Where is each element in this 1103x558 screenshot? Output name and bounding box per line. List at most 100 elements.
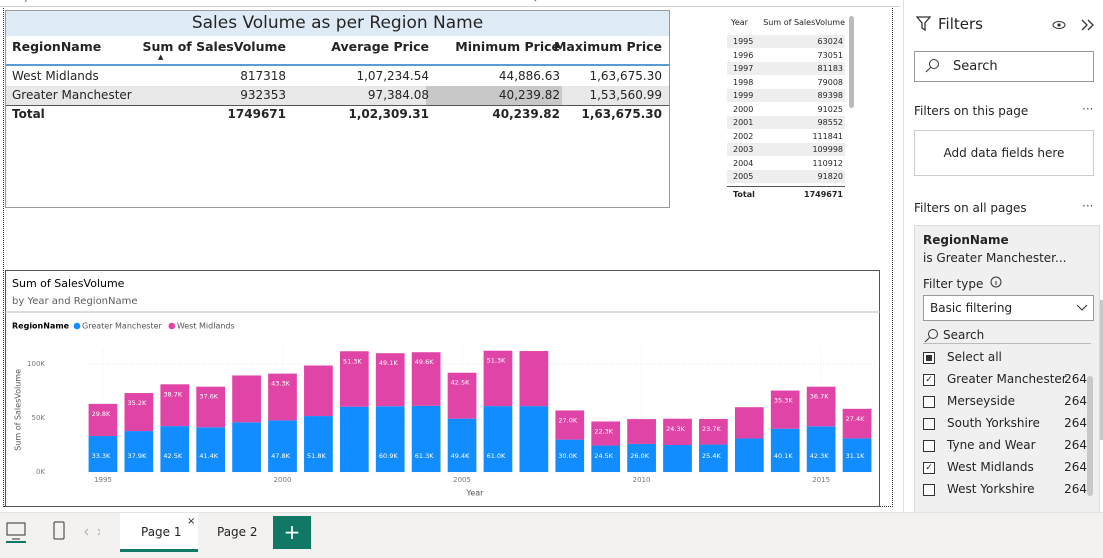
bar-segment[interactable] — [519, 351, 549, 407]
y-axis-title: Sum of SalesVolume — [14, 369, 23, 451]
select-all[interactable]: Select all — [947, 350, 1002, 364]
close-icon[interactable]: × — [187, 516, 196, 527]
select-all-box[interactable] — [923, 352, 935, 364]
page-tab[interactable]: Page 2 — [200, 513, 278, 549]
bar-segment[interactable] — [734, 407, 764, 439]
dropdown[interactable]: Basic filtering — [923, 295, 1094, 321]
bar-segment[interactable] — [411, 405, 441, 472]
bar-segment[interactable] — [699, 418, 728, 445]
drop-zone[interactable]: Add data fields here — [914, 130, 1094, 176]
bar-segment[interactable] — [806, 426, 836, 472]
filter-count: 264 — [1064, 416, 1087, 430]
pane-scrollbar[interactable] — [1100, 300, 1103, 440]
filter-count: 264 — [1064, 372, 1087, 386]
bar-segment[interactable] — [196, 386, 226, 428]
bar-segment[interactable] — [160, 426, 190, 472]
bar-segment[interactable] — [232, 375, 261, 423]
row-band — [727, 129, 845, 143]
filters-title: Filters — [938, 15, 983, 33]
column-header[interactable]: Minimum Price — [455, 39, 560, 54]
scrollbar[interactable] — [1087, 376, 1093, 496]
data-label: 49.6K — [415, 358, 434, 366]
add-page[interactable]: + — [273, 516, 311, 549]
bar-segment[interactable] — [663, 445, 692, 472]
filter-item[interactable]: West Yorkshire — [947, 482, 1035, 496]
checkbox[interactable] — [923, 418, 935, 430]
page-tab[interactable]: Page 1 × — [120, 513, 198, 552]
pane-icons[interactable] — [1052, 17, 1098, 33]
checkbox[interactable] — [923, 396, 935, 408]
bar-segment[interactable] — [842, 408, 872, 439]
bar-segment[interactable] — [627, 443, 656, 472]
legend-label[interactable]: West Midlands — [177, 322, 235, 331]
bar-segment[interactable] — [591, 445, 621, 472]
checkbox[interactable] — [923, 484, 935, 496]
bar-segment[interactable] — [411, 352, 441, 406]
bar-segment[interactable] — [304, 365, 333, 417]
bar-segment[interactable] — [375, 353, 405, 407]
view-icons[interactable] — [5, 521, 100, 543]
total-cell: Total — [733, 190, 755, 199]
bar-segment[interactable] — [196, 427, 226, 472]
more-icon[interactable]: ··· — [1082, 102, 1094, 116]
filter-item[interactable]: Greater Manchester — [947, 372, 1067, 386]
row-band — [727, 116, 845, 129]
bar-segment[interactable] — [842, 438, 872, 472]
more-icon[interactable]: ··· — [1082, 199, 1094, 213]
bar-segment[interactable] — [447, 418, 477, 472]
column-header[interactable]: Year — [731, 18, 748, 27]
bar-segment[interactable] — [447, 372, 477, 419]
bar-segment[interactable] — [339, 406, 369, 472]
bar-segment[interactable] — [124, 431, 154, 472]
bar-segment[interactable] — [88, 436, 118, 472]
ribbon-group: Clipboard — [12, 0, 60, 3]
search-box[interactable]: Search — [914, 51, 1094, 82]
checkbox[interactable]: ✓ — [923, 374, 935, 386]
legend-label[interactable]: Greater Manchester — [82, 322, 163, 331]
checkbox[interactable] — [923, 440, 935, 452]
column-header[interactable]: Maximum Price — [553, 39, 662, 54]
bar-segment[interactable] — [124, 393, 154, 432]
data-label: 37.9K — [128, 452, 147, 460]
bar-segment[interactable] — [555, 439, 585, 472]
bar-segment[interactable] — [627, 419, 656, 444]
filter-item[interactable]: South Yorkshire — [947, 416, 1040, 430]
checkbox[interactable]: ✓ — [923, 462, 935, 474]
bar-segment[interactable] — [699, 444, 728, 472]
filter-item[interactable]: Tyne and Wear — [947, 438, 1036, 452]
bar-segment[interactable] — [591, 421, 621, 446]
scrollbar[interactable] — [849, 16, 854, 108]
bar-segment[interactable] — [555, 410, 585, 440]
bar-segment[interactable] — [375, 406, 405, 472]
bar-segment[interactable] — [268, 373, 297, 421]
column-header[interactable]: Average Price — [331, 39, 429, 54]
bar-segment[interactable] — [88, 403, 118, 437]
row-band — [727, 48, 845, 62]
column-header[interactable]: Sum of SalesVolume — [142, 39, 286, 54]
bar-segment[interactable] — [770, 428, 800, 472]
bar-segment[interactable] — [232, 422, 261, 472]
table-cell: 1999 — [733, 91, 754, 100]
table-cell: 91820 — [817, 172, 843, 181]
filter-item[interactable]: West Midlands — [947, 460, 1034, 474]
y-tick-label: 0K — [36, 468, 45, 476]
column-header[interactable]: Sum of SalesVolume — [763, 18, 845, 27]
bar-segment[interactable] — [268, 420, 297, 472]
bar-segment[interactable] — [663, 418, 692, 445]
bar-segment[interactable] — [519, 406, 549, 472]
card-search[interactable]: Search — [943, 328, 985, 342]
table-cell: 1996 — [733, 50, 754, 60]
bar-segment[interactable] — [483, 350, 513, 407]
bar-segment[interactable] — [483, 406, 513, 472]
bar-segment[interactable] — [734, 438, 764, 472]
bar-segment[interactable] — [339, 351, 369, 407]
bar-segment[interactable] — [770, 390, 800, 429]
bar-segment[interactable] — [160, 384, 190, 427]
table-cell: 2002 — [733, 131, 754, 141]
ribbon-group: Data — [295, 0, 319, 3]
filter-item[interactable]: Merseyside — [947, 394, 1015, 408]
bar-segment[interactable] — [806, 386, 836, 427]
table-cell: 89398 — [817, 91, 843, 100]
column-header[interactable]: RegionName — [12, 39, 102, 54]
bar-segment[interactable] — [304, 416, 333, 472]
